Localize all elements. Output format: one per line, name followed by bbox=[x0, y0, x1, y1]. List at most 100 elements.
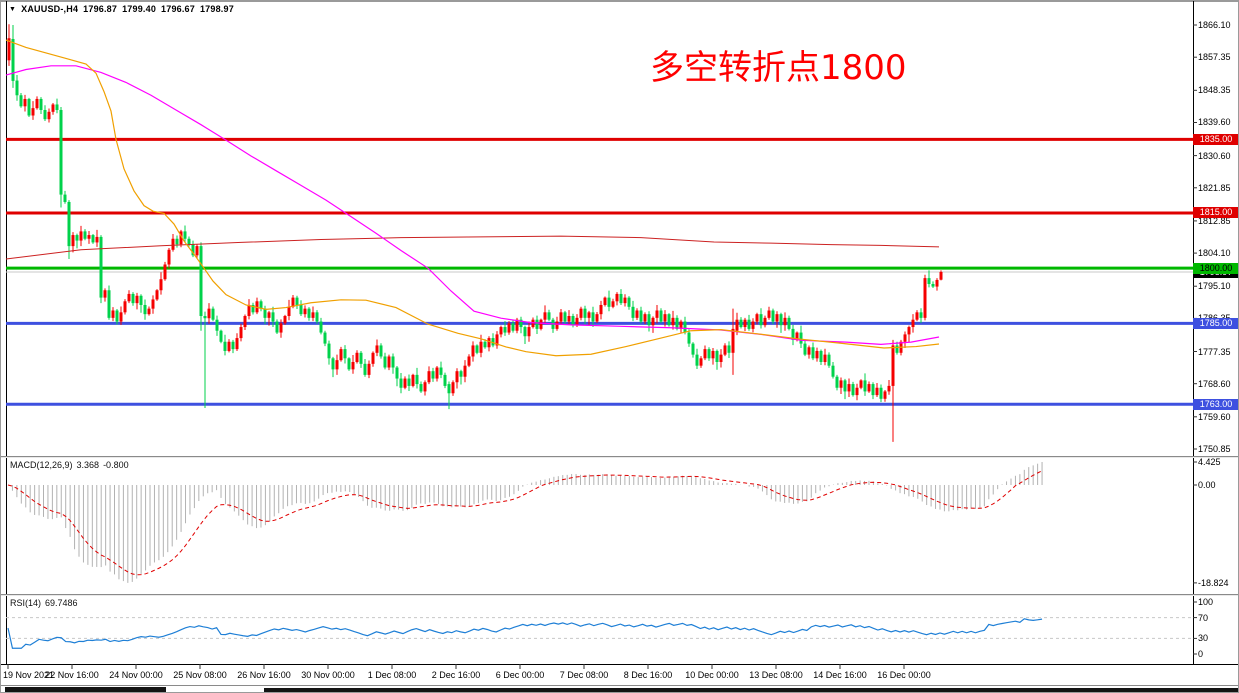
candle bbox=[347, 358, 351, 370]
candle bbox=[719, 354, 723, 362]
candle bbox=[603, 297, 607, 305]
candle bbox=[15, 80, 19, 96]
candle bbox=[659, 310, 663, 322]
candle bbox=[283, 316, 287, 324]
candle bbox=[583, 308, 587, 318]
macd-tick-label: 4.425 bbox=[1198, 456, 1221, 467]
rsi-indicator-label: RSI(14) 69.7486 bbox=[10, 598, 82, 608]
price-tick-label: 1777.35 bbox=[1198, 346, 1231, 357]
candle bbox=[643, 314, 647, 322]
candle bbox=[435, 367, 439, 379]
candle bbox=[251, 304, 255, 313]
time-tick-label: 13 Dec 08:00 bbox=[749, 670, 803, 680]
candle bbox=[219, 330, 223, 342]
candle bbox=[695, 354, 699, 366]
candle bbox=[227, 341, 231, 351]
candle bbox=[587, 312, 591, 318]
candle bbox=[411, 374, 415, 386]
chevron-down-icon[interactable]: ▼ bbox=[9, 6, 17, 13]
candle bbox=[819, 350, 823, 362]
candle bbox=[767, 310, 771, 318]
candle bbox=[735, 319, 739, 331]
taskbar-strip-left bbox=[5, 687, 166, 692]
candle bbox=[491, 338, 495, 346]
candle bbox=[803, 343, 807, 355]
candle bbox=[335, 360, 339, 370]
candle bbox=[567, 316, 571, 322]
candle bbox=[823, 354, 827, 362]
candle bbox=[647, 314, 651, 326]
candle bbox=[63, 194, 67, 202]
candle bbox=[307, 308, 311, 318]
candle bbox=[211, 308, 215, 320]
candle bbox=[775, 314, 779, 322]
candle bbox=[183, 231, 187, 239]
candle bbox=[451, 382, 455, 394]
candle bbox=[259, 301, 263, 309]
candle bbox=[215, 319, 219, 331]
time-tick-label: 16 Dec 00:00 bbox=[877, 670, 931, 680]
macd-signal-line bbox=[7, 470, 1043, 576]
candle bbox=[143, 304, 147, 315]
candle bbox=[159, 279, 163, 291]
rsi-name: RSI(14) bbox=[10, 598, 42, 608]
price-tick-label: 1857.35 bbox=[1198, 52, 1231, 63]
symbol-period-label: XAUUSD-,H4 bbox=[21, 4, 79, 14]
candle bbox=[619, 293, 623, 304]
ma-slow-magenta bbox=[5, 65, 940, 345]
price-tick-label: 1821.85 bbox=[1198, 182, 1231, 193]
rsi-value: 69.7486 bbox=[45, 598, 78, 608]
candle bbox=[495, 334, 499, 346]
price-tick-label: 1839.60 bbox=[1198, 117, 1231, 128]
candle bbox=[11, 38, 15, 81]
candle bbox=[399, 378, 403, 388]
candle bbox=[771, 310, 775, 322]
macd-name: MACD(12,26,9) bbox=[10, 460, 73, 470]
candle bbox=[383, 356, 387, 368]
candle bbox=[319, 321, 323, 333]
candle bbox=[195, 246, 199, 256]
ohlc-close: 1798.97 bbox=[199, 4, 234, 14]
candle bbox=[723, 345, 727, 355]
candle bbox=[835, 376, 839, 388]
candle bbox=[487, 338, 491, 348]
candle bbox=[231, 341, 235, 350]
time-tick-label: 26 Nov 16:00 bbox=[237, 670, 291, 680]
candle bbox=[547, 312, 551, 320]
hline-badge-1815.00: 1815.00 bbox=[1193, 207, 1238, 219]
candle bbox=[863, 380, 867, 392]
candle bbox=[939, 271, 943, 280]
candle bbox=[315, 312, 319, 322]
candle bbox=[907, 327, 911, 335]
candle bbox=[691, 343, 695, 355]
price-tick-label: 1830.60 bbox=[1198, 150, 1231, 161]
price-tick-label: 1795.10 bbox=[1198, 281, 1231, 292]
candle bbox=[343, 349, 347, 359]
candle bbox=[483, 341, 487, 348]
candle bbox=[7, 38, 11, 61]
candle bbox=[131, 293, 135, 304]
time-tick-label: 19 Nov 2021 bbox=[3, 670, 55, 680]
candle bbox=[67, 201, 71, 247]
ohlc-low: 1796.67 bbox=[161, 4, 195, 14]
candle bbox=[607, 297, 611, 307]
candle bbox=[119, 312, 123, 322]
candle bbox=[879, 387, 883, 399]
candle bbox=[855, 387, 859, 396]
taskbar-strip-right bbox=[264, 688, 1238, 692]
candle bbox=[99, 236, 103, 298]
candle bbox=[923, 278, 927, 318]
candle bbox=[595, 314, 599, 322]
candle bbox=[475, 345, 479, 353]
candle bbox=[299, 304, 303, 315]
candle bbox=[875, 387, 879, 396]
chart-title: ▼ XAUUSD-,H4 1796.87 1799.40 1796.67 1798.97 bbox=[9, 4, 239, 14]
candle bbox=[791, 328, 795, 340]
candle bbox=[615, 293, 619, 302]
hline-badge-1785.00: 1785.00 bbox=[1193, 317, 1238, 329]
candle bbox=[403, 378, 407, 388]
candle bbox=[175, 238, 179, 245]
candle bbox=[867, 384, 871, 392]
price-tick-label: 1768.60 bbox=[1198, 378, 1231, 389]
